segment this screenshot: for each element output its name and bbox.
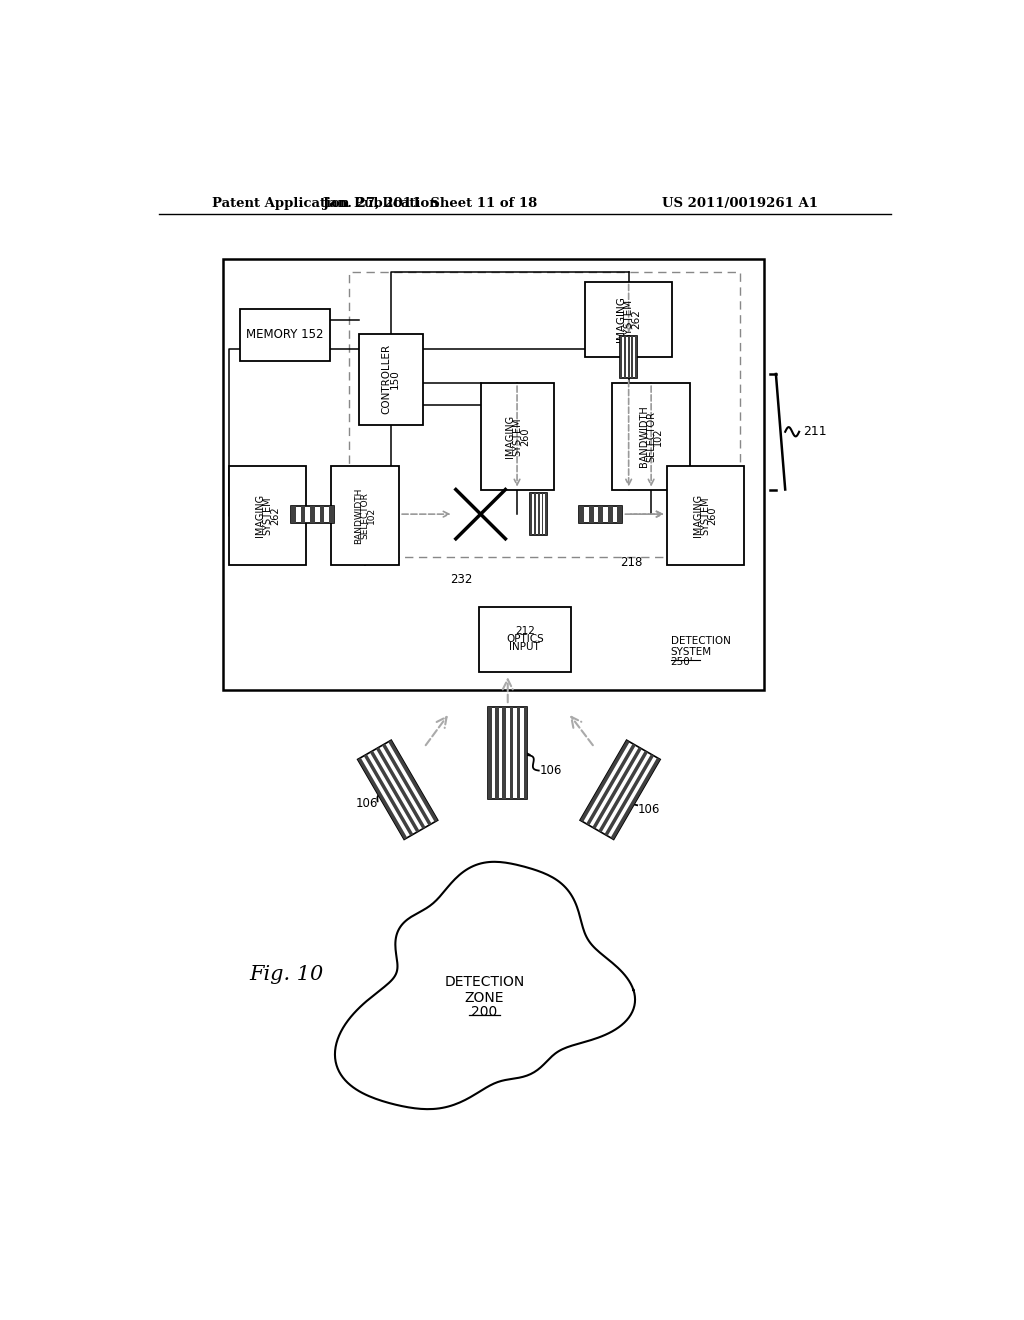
Bar: [291, 506, 334, 523]
Bar: [608, 506, 612, 523]
Bar: [480, 383, 554, 490]
Text: 102: 102: [653, 428, 664, 446]
Bar: [598, 751, 648, 833]
Bar: [370, 751, 420, 833]
Text: 262: 262: [269, 507, 280, 525]
Bar: [621, 335, 622, 379]
Bar: [592, 747, 642, 829]
Bar: [376, 747, 426, 829]
Bar: [612, 383, 690, 490]
Bar: [580, 506, 584, 523]
Text: SYSTEM: SYSTEM: [700, 496, 711, 535]
Text: OPTICS: OPTICS: [506, 635, 544, 644]
Bar: [301, 506, 305, 523]
Bar: [546, 492, 547, 536]
Text: 106: 106: [355, 797, 378, 810]
Text: 106: 106: [540, 764, 561, 777]
Text: 218: 218: [621, 557, 643, 569]
Text: IMAGING: IMAGING: [693, 494, 703, 537]
Bar: [635, 335, 637, 379]
Text: BANDWIDTH: BANDWIDTH: [639, 405, 649, 467]
Bar: [359, 334, 423, 425]
Text: Fig. 10: Fig. 10: [250, 965, 324, 985]
Bar: [586, 743, 636, 825]
Bar: [329, 506, 334, 523]
Bar: [604, 754, 654, 836]
Text: 232: 232: [451, 573, 472, 586]
Bar: [632, 335, 634, 379]
Text: SELECTOR: SELECTOR: [646, 411, 656, 462]
Text: MEMORY 152: MEMORY 152: [246, 329, 324, 342]
Text: 106: 106: [638, 803, 660, 816]
Bar: [610, 758, 660, 840]
Bar: [291, 506, 296, 523]
Text: 250': 250': [671, 657, 693, 668]
Text: 200: 200: [471, 1005, 498, 1019]
Bar: [530, 492, 547, 536]
Text: ZONE: ZONE: [465, 991, 504, 1005]
Text: Patent Application Publication: Patent Application Publication: [212, 197, 438, 210]
Text: IMAGING: IMAGING: [505, 414, 515, 458]
Text: 212: 212: [515, 626, 535, 636]
Text: 150: 150: [390, 370, 399, 389]
Bar: [364, 754, 414, 836]
Text: SELECTOR: SELECTOR: [360, 492, 370, 539]
Bar: [530, 492, 532, 536]
Bar: [488, 706, 492, 799]
Text: 260: 260: [520, 428, 529, 446]
Bar: [516, 706, 520, 799]
Bar: [331, 466, 399, 565]
Polygon shape: [335, 862, 635, 1109]
Text: IMAGING: IMAGING: [615, 297, 626, 342]
Text: SYSTEM: SYSTEM: [624, 298, 634, 339]
Text: SYSTEM: SYSTEM: [512, 417, 522, 455]
Bar: [598, 506, 603, 523]
Text: IMAGING: IMAGING: [255, 494, 265, 537]
Bar: [241, 309, 330, 360]
Text: 262: 262: [632, 309, 641, 329]
Bar: [388, 741, 437, 822]
Bar: [349, 272, 740, 557]
Bar: [310, 506, 314, 523]
Text: SYSTEM: SYSTEM: [262, 496, 272, 535]
Text: DETECTION: DETECTION: [444, 975, 524, 989]
Text: BANDWIDTH: BANDWIDTH: [354, 487, 362, 544]
Bar: [534, 492, 536, 536]
Bar: [580, 741, 630, 822]
Bar: [382, 743, 432, 825]
Bar: [503, 706, 506, 799]
Text: CONTROLLER: CONTROLLER: [382, 345, 392, 414]
Text: SYSTEM: SYSTEM: [671, 647, 712, 656]
Bar: [580, 741, 660, 840]
Bar: [319, 506, 325, 523]
Bar: [510, 706, 513, 799]
Bar: [538, 492, 540, 536]
Bar: [496, 706, 499, 799]
Text: DETECTION: DETECTION: [671, 636, 730, 645]
Text: 102: 102: [368, 507, 377, 524]
Bar: [222, 259, 764, 689]
Bar: [617, 506, 622, 523]
Bar: [628, 335, 630, 379]
Bar: [621, 335, 637, 379]
Bar: [228, 466, 306, 565]
Text: INPUT: INPUT: [509, 643, 541, 652]
Bar: [667, 466, 744, 565]
Text: 260: 260: [708, 507, 718, 525]
Bar: [589, 506, 594, 523]
Text: 211: 211: [803, 425, 826, 438]
Bar: [586, 281, 672, 358]
Bar: [624, 335, 626, 379]
Text: Jan. 27, 2011  Sheet 11 of 18: Jan. 27, 2011 Sheet 11 of 18: [324, 197, 538, 210]
Bar: [357, 741, 437, 840]
Bar: [542, 492, 544, 536]
Bar: [523, 706, 527, 799]
Bar: [580, 506, 622, 523]
Bar: [357, 758, 408, 840]
Text: US 2011/0019261 A1: US 2011/0019261 A1: [663, 197, 818, 210]
Bar: [479, 607, 570, 672]
Bar: [488, 706, 527, 799]
